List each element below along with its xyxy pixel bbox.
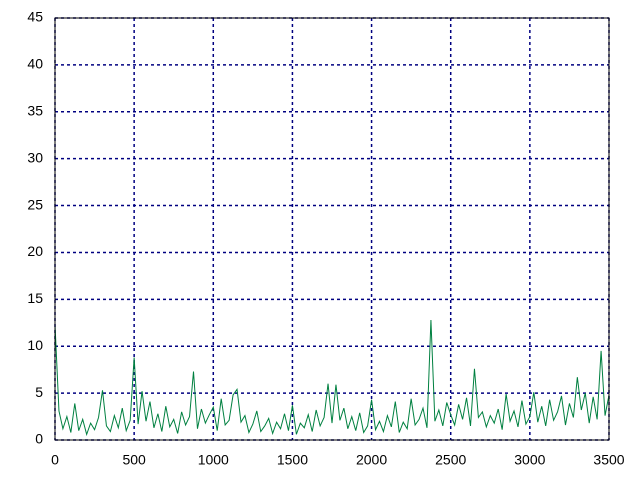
x-tick-label: 2500 (435, 452, 466, 468)
x-tick-label: 1000 (198, 452, 229, 468)
y-tick-label: 30 (27, 149, 43, 165)
x-tick-label: 1500 (277, 452, 308, 468)
y-tick-label: 45 (27, 9, 43, 25)
y-tick-label: 20 (27, 243, 43, 259)
y-tick-label: 25 (27, 196, 43, 212)
y-tick-label: 5 (35, 384, 43, 400)
y-tick-label: 15 (27, 290, 43, 306)
y-tick-label: 0 (35, 431, 43, 447)
x-tick-label: 3000 (514, 452, 545, 468)
plot-frame (54, 17, 610, 441)
y-tick-label: 10 (27, 337, 43, 353)
x-tick-label: 500 (122, 452, 146, 468)
x-tick-label: 2000 (356, 452, 387, 468)
y-tick-label: 35 (27, 102, 43, 118)
y-tick-label: 40 (27, 56, 43, 72)
x-tick-label: 3500 (593, 452, 624, 468)
x-tick-label: 0 (51, 452, 59, 468)
data-line (54, 319, 610, 437)
